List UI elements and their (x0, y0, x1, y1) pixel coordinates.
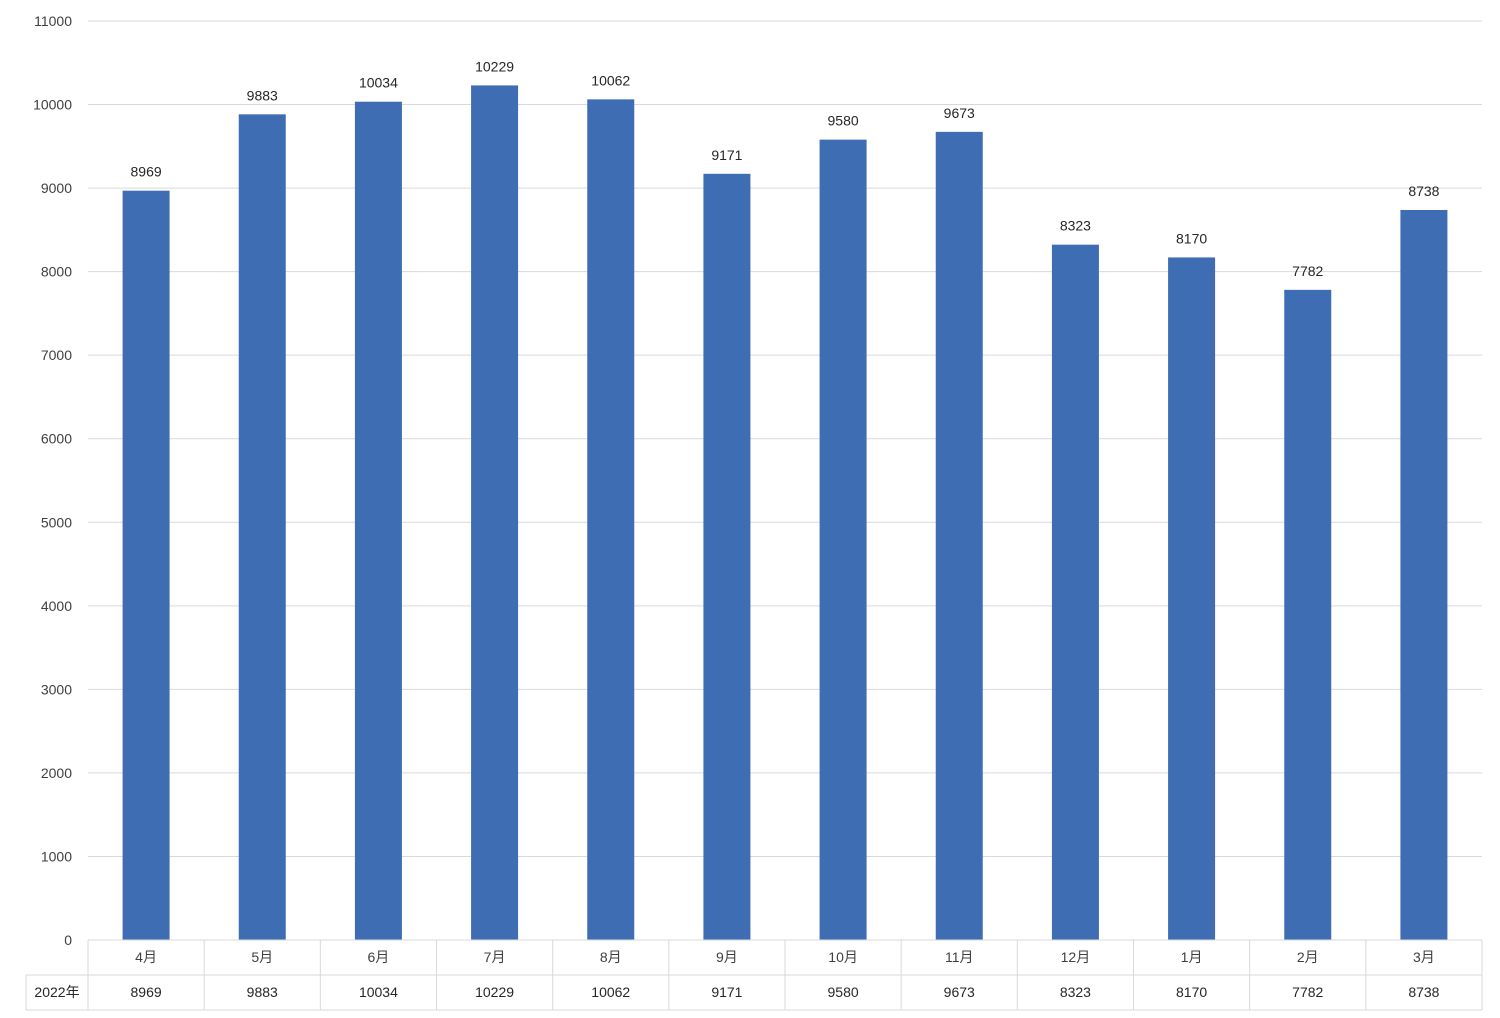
category-label: 4月 (135, 949, 157, 965)
data-label: 8323 (1060, 218, 1091, 234)
data-label: 8969 (131, 164, 162, 180)
category-label: 1月 (1181, 949, 1203, 965)
data-label: 10062 (591, 72, 630, 88)
series-label: 2022年 (34, 984, 79, 1000)
table-value: 8969 (131, 984, 162, 1000)
category-label: 7月 (484, 949, 506, 965)
bar (1284, 289, 1332, 941)
bar (587, 99, 635, 940)
category-label: 8月 (600, 949, 622, 965)
table-value: 10229 (475, 984, 514, 1000)
bar (935, 131, 983, 941)
table-value: 9673 (944, 984, 975, 1000)
y-tick-label: 4000 (41, 598, 72, 614)
bar (354, 101, 402, 941)
table-value: 9171 (711, 984, 742, 1000)
table-value: 7782 (1292, 984, 1323, 1000)
data-label: 10229 (475, 58, 514, 74)
data-label: 8738 (1408, 183, 1439, 199)
category-label: 9月 (716, 949, 738, 965)
bar (1168, 257, 1216, 941)
y-tick-label: 6000 (41, 431, 72, 447)
category-label: 2月 (1297, 949, 1319, 965)
y-axis-ticks: 0 1000 2000 3000 4000 5000 6000 7000 8000 9000 100… (33, 13, 72, 948)
data-labels: 8969 9883 10034 10229 10062 9171 9580 9673 8323 8… (131, 58, 1440, 278)
y-tick-label: 7000 (41, 347, 72, 363)
data-table: 4月 8969 5月 9883 6月 10034 7月 10229 8月 10062 9月 9171 1… (25, 939, 1483, 1011)
table-value: 9580 (828, 984, 859, 1000)
table-value: 10062 (591, 984, 630, 1000)
table-value: 8323 (1060, 984, 1091, 1000)
bars (122, 85, 1448, 941)
bar (703, 173, 751, 941)
data-label: 10034 (359, 75, 398, 91)
data-label: 9883 (247, 87, 278, 103)
y-tick-label: 3000 (41, 681, 72, 697)
data-label: 9580 (828, 113, 859, 129)
bar (819, 139, 867, 941)
category-label: 5月 (251, 949, 273, 965)
y-tick-label: 1000 (41, 848, 72, 864)
category-label: 3月 (1413, 949, 1435, 965)
data-label: 8170 (1176, 230, 1207, 246)
table-value: 9883 (247, 984, 278, 1000)
y-tick-label: 5000 (41, 514, 72, 530)
category-label: 10月 (828, 949, 858, 965)
y-tick-label: 0 (64, 932, 72, 948)
y-tick-label: 2000 (41, 765, 72, 781)
bar (122, 190, 170, 941)
category-label: 11月 (945, 949, 974, 965)
y-tick-label: 8000 (41, 264, 72, 280)
data-label: 9171 (711, 147, 742, 163)
table-value: 10034 (359, 984, 398, 1000)
gridlines (88, 20, 1482, 857)
bar (471, 85, 519, 940)
table-value: 8170 (1176, 984, 1207, 1000)
bar (1051, 244, 1099, 940)
category-label: 6月 (368, 949, 390, 965)
bar (1400, 209, 1448, 941)
bar (238, 114, 286, 941)
y-tick-label: 9000 (41, 180, 72, 196)
y-tick-label: 10000 (33, 97, 72, 113)
data-label: 9673 (944, 105, 975, 121)
y-tick-label: 11000 (34, 13, 72, 29)
category-label: 12月 (1061, 949, 1091, 965)
table-value: 8738 (1408, 984, 1439, 1000)
data-label: 7782 (1292, 263, 1323, 279)
